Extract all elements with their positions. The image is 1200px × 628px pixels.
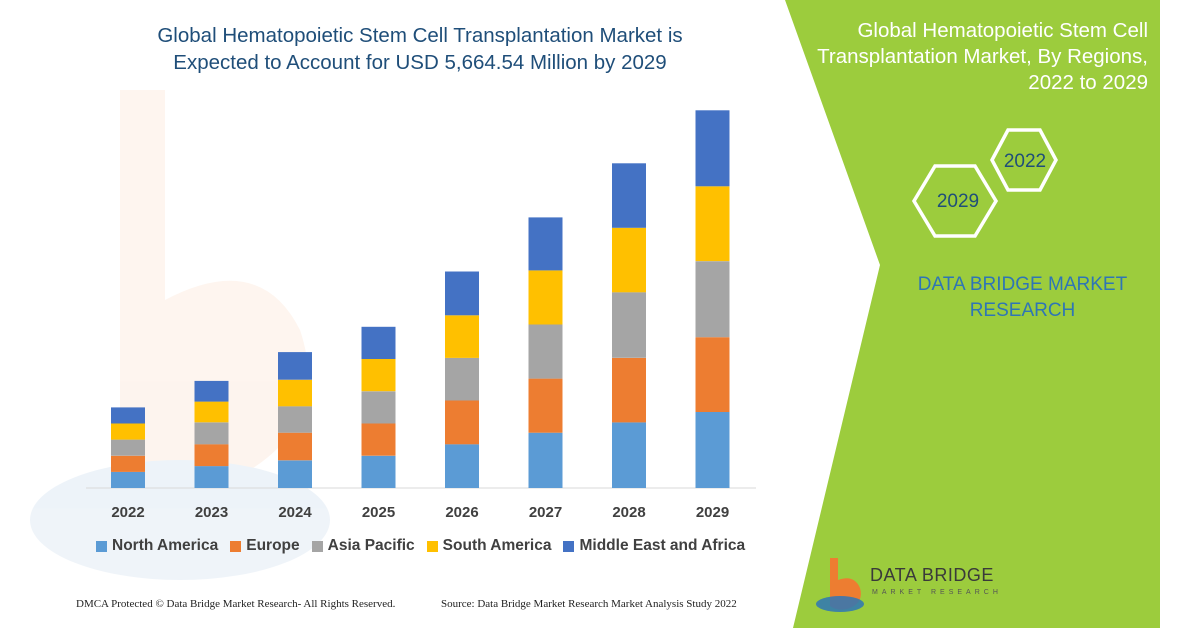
bar-2028-series-3: [612, 227, 646, 293]
x-tick-2025: 2025: [362, 504, 395, 521]
brand-text: DATA BRIDGE MARKET RESEARCH: [900, 272, 1145, 324]
bar-2028-series-1: [612, 357, 646, 423]
stacked-bar-chart: 2022 2023 2024 2025 2026 2027 2028 2029: [86, 110, 756, 521]
legend-swatch-4: [563, 540, 575, 552]
bar-2024-series-3: [278, 379, 312, 407]
x-tick-labels: 2022 2023 2024 2025 2026 2027 2028 2029: [111, 504, 729, 521]
panel-title-line-2: Transplantation Market, By Regions,: [817, 45, 1148, 68]
bar-2029-series-2: [695, 261, 730, 338]
legend: North America Europe Asia Pacific South Ame…: [96, 537, 745, 555]
legend-item-4: Middle East and Africa: [563, 537, 745, 555]
bar-2022-series-2: [111, 439, 145, 456]
bar-2028-series-4: [612, 163, 646, 228]
legend-label-3: South America: [442, 537, 552, 554]
bar-2026-series-0: [445, 444, 479, 488]
bar-2023-series-1: [194, 444, 229, 467]
bar-2026-series-3: [445, 315, 479, 358]
bar-2027-series-3: [528, 270, 563, 325]
chart-title-line-1: Global Hematopoietic Stem Cell Transplan…: [157, 24, 683, 47]
hex-2029-outline: [911, 164, 999, 238]
legend-swatch-3: [426, 540, 438, 552]
bar-2023-series-0: [194, 466, 229, 488]
bar-2029-series-0: [695, 412, 730, 488]
bar-2027-series-1: [528, 378, 563, 433]
chart-title-line-2: Expected to Account for USD 5,664.54 Mil…: [173, 51, 667, 74]
x-tick-2029: 2029: [696, 504, 729, 521]
logo-name: DATA BRIDGE: [870, 565, 994, 585]
bars-group: [111, 110, 730, 488]
bar-2025-series-2: [361, 391, 396, 424]
bar-2027-series-4: [528, 217, 563, 271]
bar-2029-series-3: [695, 186, 730, 262]
x-tick-2024: 2024: [278, 504, 312, 521]
legend-label-1: Europe: [246, 537, 300, 554]
bar-2022-series-4: [111, 407, 145, 424]
legend-label-0: North America: [112, 537, 219, 554]
legend-label-4: Middle East and Africa: [579, 537, 746, 554]
brand-text-line-1: DATA BRIDGE MARKET: [917, 274, 1128, 295]
bar-2024-series-1: [278, 432, 312, 461]
panel-title-line-3: 2022 to 2029: [1028, 71, 1148, 94]
x-tick-2027: 2027: [529, 504, 562, 521]
bar-2022-series-1: [111, 455, 145, 472]
bar-2022-series-3: [111, 423, 145, 440]
legend-swatch-2: [311, 540, 323, 552]
bar-2026-series-1: [445, 400, 479, 445]
legend-item-3: South America: [426, 537, 552, 555]
bar-2025-series-3: [361, 359, 396, 392]
legend-label-2: Asia Pacific: [327, 537, 415, 554]
panel-title: Global Hematopoietic Stem Cell Transplan…: [788, 18, 1148, 96]
bar-2023-series-3: [194, 401, 229, 423]
hex-2022-label: 2022: [1003, 151, 1047, 172]
bar-2024-series-2: [278, 406, 312, 433]
watermark-logo-shape: [120, 90, 309, 490]
bar-2028-series-2: [612, 292, 646, 358]
hex-2022-outline: [990, 128, 1058, 192]
chart-title: Global Hematopoietic Stem Cell Transplan…: [110, 22, 730, 76]
x-tick-2023: 2023: [195, 504, 228, 521]
x-tick-2022: 2022: [111, 504, 144, 521]
data-bridge-logo-icon: [816, 558, 864, 612]
bar-2026-series-4: [445, 271, 479, 316]
bar-2027-series-0: [528, 432, 563, 488]
green-panel-shape: [785, 0, 1160, 628]
bar-2025-series-0: [361, 455, 396, 488]
x-tick-2026: 2026: [445, 504, 478, 521]
bar-2024-series-0: [278, 460, 312, 488]
bar-2026-series-2: [445, 357, 479, 401]
bar-2025-series-1: [361, 423, 396, 456]
dmca-note: DMCA Protected © Data Bridge Market Rese…: [76, 598, 396, 610]
bar-2025-series-4: [361, 326, 396, 359]
bar-2028-series-0: [612, 422, 646, 488]
legend-swatch-0: [96, 540, 107, 552]
source-note: Source: Data Bridge Market Research Mark…: [441, 598, 737, 610]
x-tick-2028: 2028: [612, 504, 645, 521]
legend-item-0: North America: [96, 537, 218, 555]
logo-subtitle: MARKET RESEARCH: [872, 589, 1002, 596]
bar-2024-series-4: [278, 352, 312, 380]
legend-swatch-1: [230, 540, 242, 552]
bar-2023-series-2: [194, 422, 229, 445]
legend-item-1: Europe: [230, 537, 300, 555]
bar-2027-series-2: [528, 324, 563, 379]
hex-2029-label: 2029: [936, 191, 980, 212]
bar-2022-series-0: [111, 471, 145, 488]
panel-title-line-1: Global Hematopoietic Stem Cell: [857, 19, 1148, 42]
brand-text-line-2: RESEARCH: [969, 300, 1076, 321]
bar-2023-series-4: [194, 380, 229, 402]
bar-2029-series-1: [695, 337, 730, 412]
legend-item-2: Asia Pacific: [311, 537, 415, 555]
bar-2029-series-4: [695, 110, 730, 187]
